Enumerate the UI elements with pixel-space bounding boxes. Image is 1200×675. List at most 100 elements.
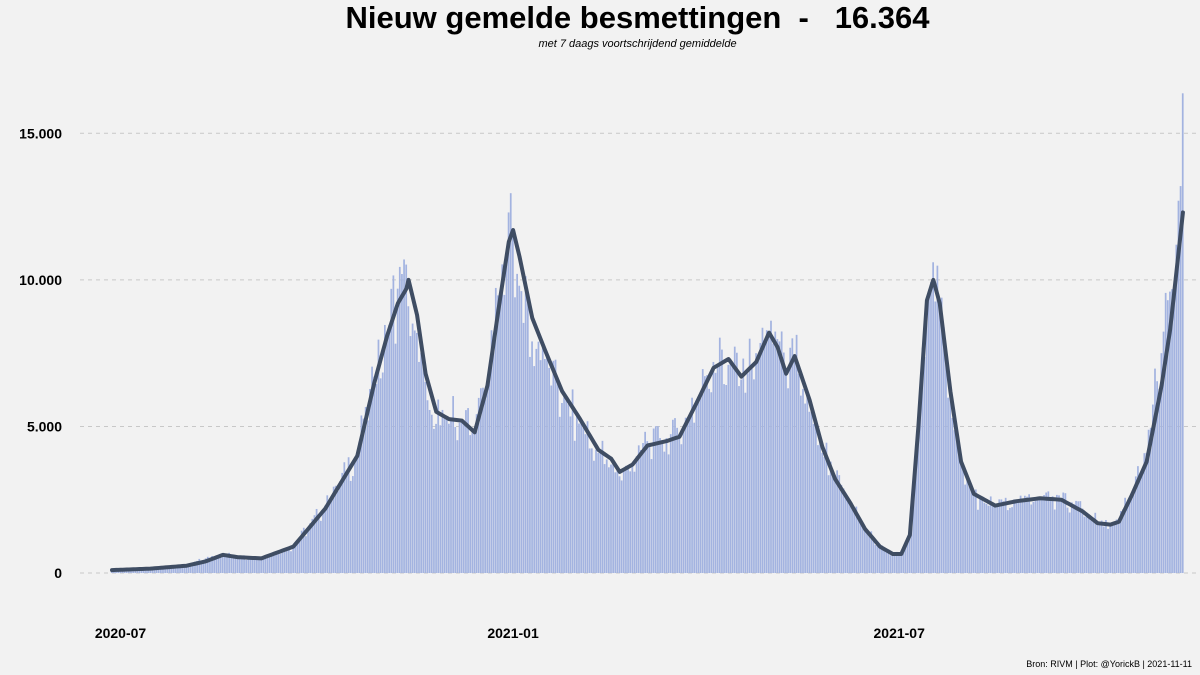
bar [678, 435, 681, 574]
bar [787, 388, 789, 574]
bar [497, 295, 499, 574]
bar [650, 459, 653, 574]
bar [1098, 524, 1101, 574]
bar [221, 553, 224, 574]
bar [443, 417, 446, 574]
bar [842, 488, 845, 574]
chart-subtitle: met 7 daags voortschrijdend gemiddelde [538, 38, 737, 50]
bar [352, 476, 354, 574]
bar [659, 438, 661, 574]
bar [268, 555, 271, 574]
bar [684, 417, 687, 574]
bar [294, 544, 297, 574]
bar [887, 551, 890, 574]
bar [428, 409, 431, 574]
bar [904, 543, 907, 574]
bar [936, 265, 939, 574]
bar [345, 472, 348, 574]
bar [379, 378, 382, 574]
bar [213, 556, 216, 574]
bar [183, 565, 186, 574]
bar [614, 472, 617, 574]
chart-title: Nieuw gemelde besmettingen - 16.364 [345, 0, 930, 35]
bar [1132, 488, 1135, 574]
bar [896, 551, 898, 574]
bar [140, 569, 143, 574]
bar [810, 404, 813, 574]
bar [1130, 493, 1133, 574]
bar [164, 568, 166, 574]
bar [981, 496, 984, 574]
bar [827, 475, 830, 574]
y-tick-label: 10.000 [19, 272, 62, 288]
bar [593, 460, 595, 574]
bar [305, 536, 307, 574]
bar [1077, 501, 1080, 574]
bar [1034, 497, 1037, 574]
bar [226, 554, 228, 574]
bar [691, 397, 693, 574]
bar [1126, 505, 1129, 574]
bar [298, 538, 301, 574]
bar [620, 480, 623, 574]
bar [326, 495, 329, 574]
bar [1013, 499, 1016, 574]
bar [836, 470, 838, 574]
bar [646, 441, 649, 574]
bar [930, 281, 932, 574]
bar [1058, 495, 1060, 574]
bar [898, 552, 900, 574]
bar [968, 481, 971, 574]
bar [384, 324, 386, 574]
bar [1120, 511, 1122, 574]
bar [249, 559, 252, 574]
bar [868, 533, 870, 574]
bar [177, 566, 179, 574]
bar [665, 438, 668, 574]
bar [1015, 502, 1018, 574]
bar [1002, 501, 1005, 574]
bar [499, 294, 501, 574]
bar [450, 418, 452, 574]
bar [162, 568, 164, 574]
bar [748, 338, 751, 574]
bar [618, 476, 621, 574]
bar [437, 399, 440, 574]
bar [1068, 512, 1071, 574]
bar [544, 359, 546, 574]
bar [149, 569, 152, 574]
bar [989, 496, 992, 574]
bar [1088, 516, 1090, 574]
bar [145, 569, 147, 574]
bar [1149, 427, 1152, 574]
y-tick-label: 15.000 [19, 125, 62, 141]
bar [206, 556, 209, 574]
bar [652, 428, 655, 574]
bar [166, 567, 169, 574]
bar [584, 434, 587, 574]
bar [849, 499, 851, 574]
bar [128, 570, 130, 574]
bar [503, 294, 506, 574]
bar [396, 288, 399, 574]
bar [866, 532, 868, 574]
bar [200, 560, 203, 574]
bar [1100, 520, 1103, 574]
bar [125, 570, 128, 574]
bar [343, 462, 346, 574]
bar [667, 454, 670, 574]
bar [420, 352, 422, 574]
bar [413, 330, 416, 574]
bar [853, 509, 856, 574]
bar [605, 459, 608, 574]
bar [202, 560, 205, 574]
bar [1043, 495, 1045, 574]
bar [942, 327, 945, 574]
bar [701, 369, 704, 574]
bar [317, 514, 320, 574]
bar [1038, 496, 1041, 574]
bar [219, 556, 222, 574]
bar [1026, 496, 1028, 574]
bar [669, 434, 672, 574]
bar [1094, 512, 1097, 574]
